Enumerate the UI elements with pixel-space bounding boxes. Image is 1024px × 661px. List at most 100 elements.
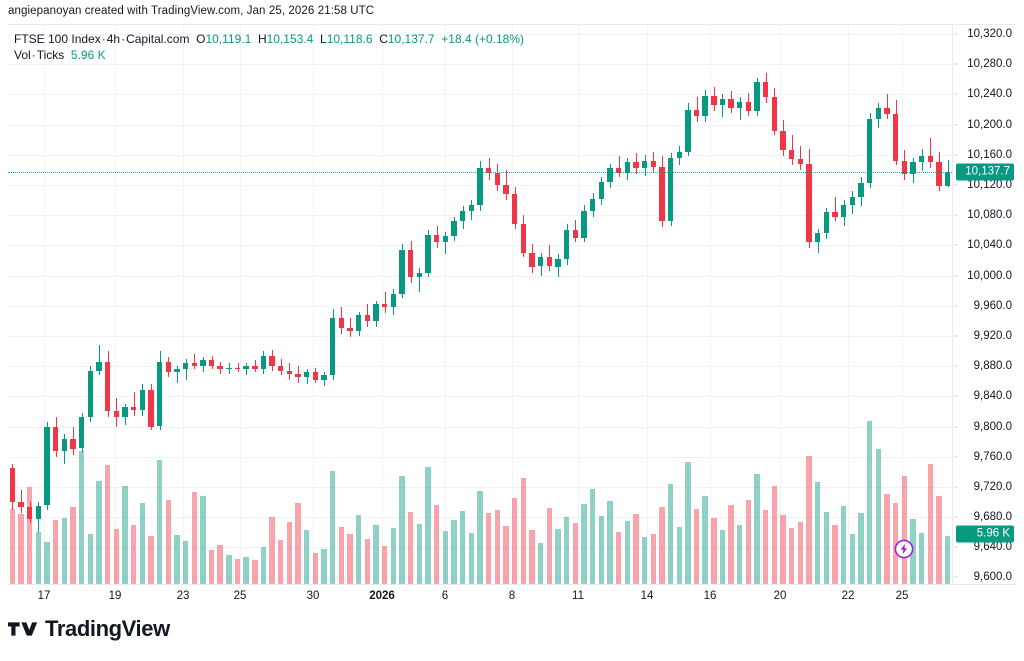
last-price-line [8, 171, 952, 173]
gridline-horizontal [8, 154, 952, 156]
volume-bar [754, 474, 760, 584]
volume-bar [711, 517, 717, 584]
volume-bar [511, 498, 518, 584]
volume-bar [390, 527, 397, 584]
candle-body [797, 159, 804, 164]
volume-bar [849, 534, 856, 584]
time-axis[interactable]: 17 19 23 25 30 2026 6 8 11 14 16 20 22 25 [8, 584, 1016, 608]
gridline-horizontal [8, 486, 952, 488]
legend-volume-row: Vol·Ticks 5.96 K [14, 47, 524, 63]
candle-body [745, 101, 752, 112]
volume-bar [763, 510, 769, 584]
gridline-horizontal [8, 275, 952, 277]
gridline-horizontal [8, 94, 952, 96]
price-axis-dash [953, 546, 958, 548]
candle-body [598, 181, 604, 199]
chart-plot-area[interactable]: FTSE 100 Index·4h·Capital.com O10,119.1 … [8, 24, 952, 584]
gridline-horizontal [8, 577, 952, 579]
volume-bar [78, 450, 85, 584]
chart-legend: FTSE 100 Index·4h·Capital.com O10,119.1 … [14, 31, 524, 63]
price-axis-tick-label: 9,960.0 [973, 299, 1012, 312]
time-axis-tick-label: 23 [176, 590, 190, 602]
volume-bar [797, 522, 804, 584]
gridline-horizontal [8, 426, 952, 428]
gridline-vertical [710, 25, 711, 584]
volume-bar [122, 485, 128, 584]
price-axis-dash [953, 365, 958, 367]
time-axis-tick-label: 30 [306, 590, 320, 602]
candle-body [26, 506, 33, 519]
candle-body [18, 501, 24, 508]
candle-wick [177, 366, 178, 383]
price-axis-tick-label: 9,920.0 [973, 329, 1012, 342]
price-axis-dash [953, 305, 958, 307]
volume-bar [477, 490, 483, 584]
last-price-badge: 10,137.7 [956, 163, 1014, 181]
candle-body [728, 98, 734, 108]
volume-bar [104, 464, 111, 584]
time-axis-tick-label: 25 [233, 590, 247, 602]
volume-bar [685, 462, 691, 584]
volume-bar [693, 508, 700, 584]
volume-bar [52, 519, 59, 584]
price-axis-dash [953, 395, 958, 397]
gridline-horizontal [8, 335, 952, 337]
candle-body [650, 160, 656, 167]
candle-body [44, 426, 50, 505]
candle-body [676, 151, 682, 158]
volume-bar [96, 480, 102, 584]
candle-body [61, 438, 67, 451]
candle-body [754, 82, 760, 112]
candle-body [182, 363, 189, 370]
price-axis[interactable]: 10,320.0 10,280.0 10,240.0 10,200.0 10,160.0… [952, 24, 1016, 584]
lightning-bolt-icon[interactable] [894, 539, 914, 559]
volume-bar [737, 524, 743, 584]
candle-body [52, 426, 59, 451]
candle-body [364, 314, 371, 321]
chart-container[interactable]: FTSE 100 Index·4h·Capital.com O10,119.1 … [8, 24, 1016, 608]
gridline-vertical [578, 25, 579, 584]
candle-body [148, 390, 154, 427]
candle-body [867, 118, 873, 184]
tradingview-branding: TradingView [8, 618, 170, 640]
candle-body [936, 162, 942, 186]
time-axis-tick-label: 25 [895, 590, 909, 602]
candle-body [667, 157, 674, 222]
volume-bar [165, 499, 171, 584]
price-axis-tick-label: 9,840.0 [973, 390, 1012, 403]
legend-volume-value: 5.96 K [70, 48, 106, 62]
candle-body [468, 204, 474, 211]
volume-bar [269, 517, 275, 584]
candle-body [624, 162, 630, 173]
candle-body [269, 355, 275, 367]
volume-bar [546, 507, 552, 584]
candle-body [815, 233, 821, 243]
candle-wick [619, 156, 620, 178]
price-axis-dash [953, 576, 958, 578]
price-axis-dash [953, 214, 958, 216]
price-axis-dash [953, 456, 958, 458]
volume-bar [858, 512, 864, 584]
candle-body [234, 367, 241, 370]
volume-bar [667, 483, 674, 584]
candle-body [858, 183, 864, 198]
price-axis-tick-label: 9,720.0 [973, 480, 1012, 493]
candle-body [104, 361, 111, 412]
gridline-horizontal [8, 456, 952, 458]
volume-bar [563, 517, 570, 584]
volume-bar [936, 496, 942, 584]
volume-bar [598, 516, 604, 584]
candle-body [408, 249, 414, 278]
candle-body [252, 366, 258, 370]
volume-bar [494, 509, 500, 584]
gridline-horizontal [8, 34, 952, 36]
volume-bar [226, 555, 232, 584]
candle-body [520, 224, 526, 253]
volume-bar [728, 504, 734, 584]
price-axis-tick-label: 10,080.0 [967, 209, 1012, 222]
volume-bar [148, 536, 154, 584]
volume-bar [485, 512, 492, 584]
candle-wick [350, 317, 351, 338]
candle-body [494, 172, 500, 185]
price-axis-dash [953, 244, 958, 246]
